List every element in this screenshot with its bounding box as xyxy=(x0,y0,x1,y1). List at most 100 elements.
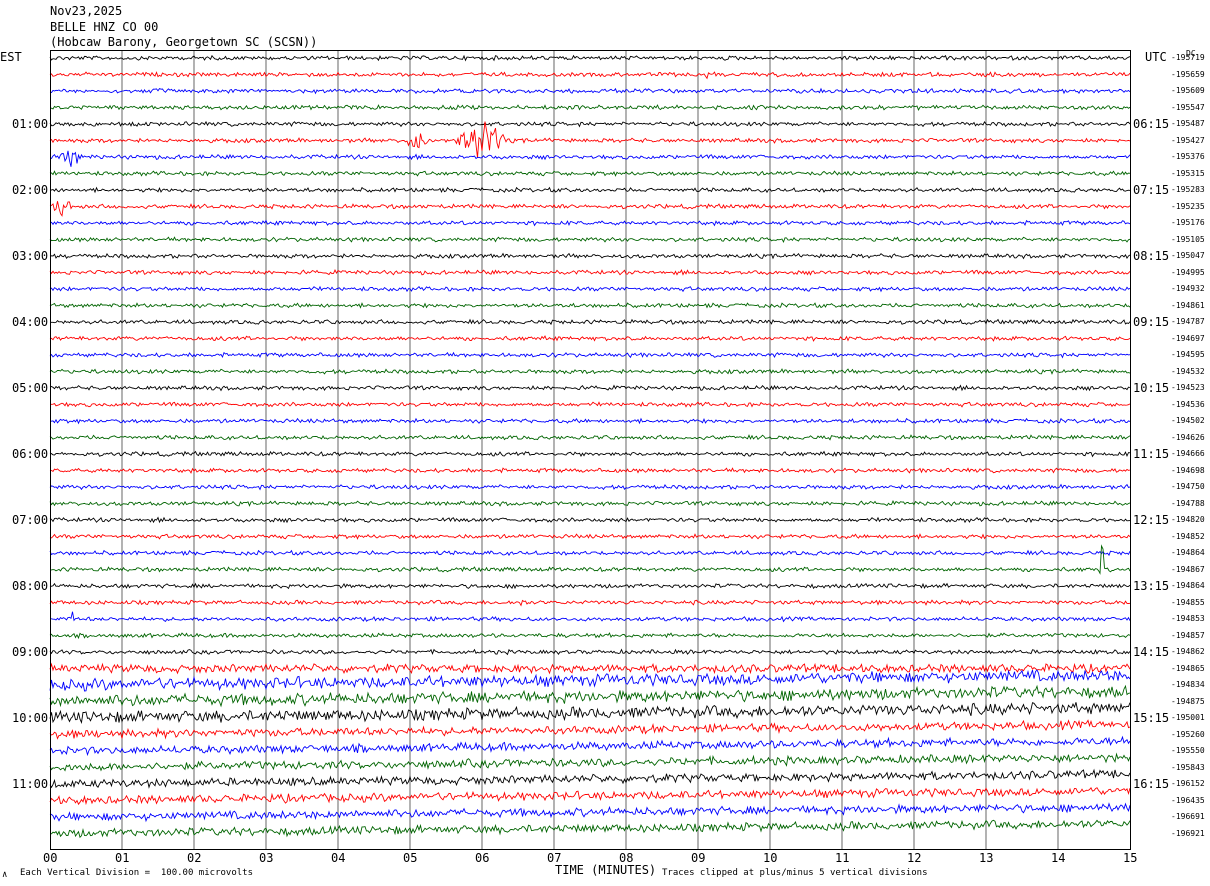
dc-offset-label: -194864 xyxy=(1171,581,1205,590)
dc-offset-label: -194867 xyxy=(1171,564,1205,574)
x-tick-label: 01 xyxy=(115,851,130,865)
dc-offset-label: -194875 xyxy=(1171,696,1205,706)
x-tick-label: 00 xyxy=(43,851,58,865)
dc-offset-label: -195609 xyxy=(1171,86,1205,95)
dc-offset-label: -195105 xyxy=(1171,234,1205,244)
dc-offset-label: -194861 xyxy=(1171,300,1205,310)
dc-offset-label: -194666 xyxy=(1171,449,1205,458)
trace-36 xyxy=(49,632,1131,640)
dc-offset-label: -195283 xyxy=(1171,185,1205,194)
trace-47 xyxy=(49,802,1131,823)
trace-16 xyxy=(49,302,1131,309)
trace-14 xyxy=(49,269,1131,276)
x-tick-label: 12 xyxy=(907,851,922,865)
station-location: (Hobcaw Barony, Georgetown SC (SCSN)) xyxy=(50,35,318,49)
utc-hour-label: 07:15 xyxy=(1133,183,1170,197)
trace-1 xyxy=(49,54,1131,62)
dc-offset-label: -194750 xyxy=(1171,482,1205,491)
trace-24 xyxy=(49,434,1131,441)
x-tick-label: 08 xyxy=(619,851,634,865)
dc-offset-label: -194788 xyxy=(1171,498,1205,508)
dc-offset-label: -194698 xyxy=(1171,465,1205,475)
dc-offset-label: -194502 xyxy=(1171,416,1205,425)
trace-46 xyxy=(49,786,1131,806)
trace-20 xyxy=(49,368,1131,375)
plot-frame xyxy=(50,50,1131,850)
trace-44 xyxy=(49,752,1131,772)
clip-note: Traces clipped at plus/minus 5 vertical … xyxy=(662,868,928,878)
dc-offset-label: -194523 xyxy=(1171,383,1205,392)
x-tick-label: 13 xyxy=(979,851,994,865)
trace-33 xyxy=(49,582,1131,590)
trace-42 xyxy=(49,719,1131,740)
trace-8 xyxy=(49,170,1131,177)
dc-offset-label: -194995 xyxy=(1171,267,1205,277)
trace-18 xyxy=(49,335,1131,342)
trace-48 xyxy=(49,819,1131,839)
dc-offset-label: -194853 xyxy=(1171,614,1205,623)
trace-26 xyxy=(49,467,1131,474)
trace-29 xyxy=(49,516,1131,524)
dc-offset-label: -196152 xyxy=(1171,779,1205,788)
dc-offset-label: -195487 xyxy=(1171,119,1205,128)
dc-offset-label: -196921 xyxy=(1171,828,1205,838)
trace-32 xyxy=(49,544,1131,575)
dc-offset-label: -195047 xyxy=(1171,251,1205,260)
corner-mark: ∧ xyxy=(2,870,8,880)
dc-offset-label: -195659 xyxy=(1171,69,1205,79)
trace-21 xyxy=(49,384,1131,392)
utc-hour-label: 06:15 xyxy=(1133,117,1170,131)
trace-37 xyxy=(49,648,1131,656)
dc-offset-label: -195550 xyxy=(1171,746,1205,755)
est-hour-label: 06:00 xyxy=(12,447,49,461)
est-hour-label: 10:00 xyxy=(12,711,49,725)
dc-offset-label: -194857 xyxy=(1171,630,1205,640)
trace-3 xyxy=(49,87,1131,95)
dc-offset-label: -195235 xyxy=(1171,201,1205,211)
utc-hour-label: 16:15 xyxy=(1133,777,1170,791)
dc-offset-label: -194697 xyxy=(1171,333,1205,343)
dc-offset-label: -194862 xyxy=(1171,647,1205,656)
dc-offset-label: -194932 xyxy=(1171,284,1205,293)
right-timezone-label: UTC xyxy=(1145,50,1167,64)
dc-offset-label: -194536 xyxy=(1171,399,1205,409)
trace-2 xyxy=(49,71,1131,80)
x-tick-label: 10 xyxy=(763,851,778,865)
dc-offset-label: -195260 xyxy=(1171,729,1205,739)
dc-offset-label: -195001 xyxy=(1171,713,1205,722)
dc-label: DC xyxy=(1186,49,1196,58)
trace-28 xyxy=(49,500,1131,507)
dc-offset-label: -195843 xyxy=(1171,762,1205,772)
dc-offset-label: -196435 xyxy=(1171,795,1205,805)
x-axis-title: TIME (MINUTES) xyxy=(555,863,657,877)
dc-offset-label: -194787 xyxy=(1171,317,1205,326)
dc-offset-label: -195376 xyxy=(1171,152,1205,161)
dc-offset-label: -194595 xyxy=(1171,350,1205,359)
est-hour-label: 02:00 xyxy=(12,183,49,197)
x-tick-label: 11 xyxy=(835,851,850,865)
dc-offset-label: -195719 xyxy=(1171,53,1205,62)
x-tick-label: 07 xyxy=(547,851,562,865)
est-hour-label: 08:00 xyxy=(12,579,49,593)
trace-9 xyxy=(49,186,1131,194)
x-tick-label: 05 xyxy=(403,851,418,865)
x-tick-label: 02 xyxy=(187,851,202,865)
x-tick-label: 03 xyxy=(259,851,274,865)
dc-offset-label: -194834 xyxy=(1171,680,1205,689)
trace-11 xyxy=(50,219,1131,227)
trace-5 xyxy=(49,120,1131,128)
trace-40 xyxy=(49,684,1131,708)
dc-offset-label: -195547 xyxy=(1171,102,1205,112)
trace-17 xyxy=(49,318,1131,326)
utc-hour-label: 15:15 xyxy=(1133,711,1170,725)
seismic-traces xyxy=(49,54,1131,839)
dc-offset-label: -194865 xyxy=(1171,663,1205,673)
trace-23 xyxy=(49,417,1131,425)
trace-6 xyxy=(49,121,1131,158)
trace-27 xyxy=(49,483,1131,491)
dc-offset-label: -194820 xyxy=(1171,515,1205,524)
dc-offset-label: -195427 xyxy=(1171,135,1205,145)
dc-offset-label: -194852 xyxy=(1171,531,1205,541)
scale-note: Each Vertical Division = 100.00 microvol… xyxy=(20,868,253,878)
